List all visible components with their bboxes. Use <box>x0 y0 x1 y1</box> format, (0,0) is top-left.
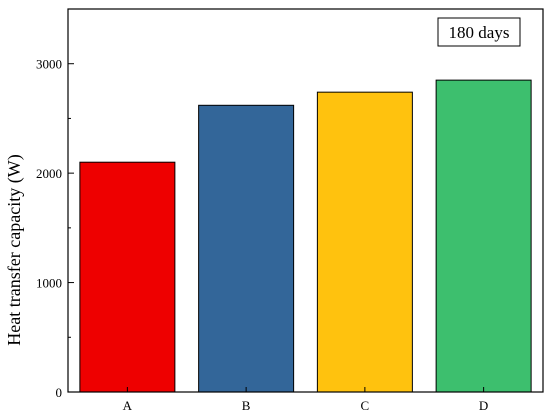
x-ticks-group: A B C D <box>123 387 488 413</box>
annotation-box <box>437 17 521 47</box>
x-tick-label: B <box>242 398 251 413</box>
y-tick-label: 2000 <box>36 166 62 181</box>
annotation-text: 180 days <box>449 23 510 42</box>
bars-group <box>79 79 532 393</box>
bar-c <box>316 91 413 393</box>
annotation-box-group: 180 days <box>437 17 521 47</box>
bar-a <box>79 161 176 393</box>
bar-d <box>435 79 532 393</box>
x-tick-label: A <box>123 398 133 413</box>
y-tick-label: 1000 <box>36 276 62 291</box>
y-tick-label: 0 <box>56 385 63 400</box>
y-axis-title: Heat transfer capacity (W) <box>4 154 25 345</box>
bar-b <box>198 104 295 393</box>
plot-frame <box>67 8 544 393</box>
y-tick-label: 3000 <box>36 57 62 72</box>
y-ticks-group: 0 1000 2000 3000 <box>36 57 74 400</box>
y-axis-title-group: Heat transfer capacity (W) <box>4 154 25 345</box>
x-tick-label: C <box>361 398 370 413</box>
x-tick-label: D <box>479 398 488 413</box>
